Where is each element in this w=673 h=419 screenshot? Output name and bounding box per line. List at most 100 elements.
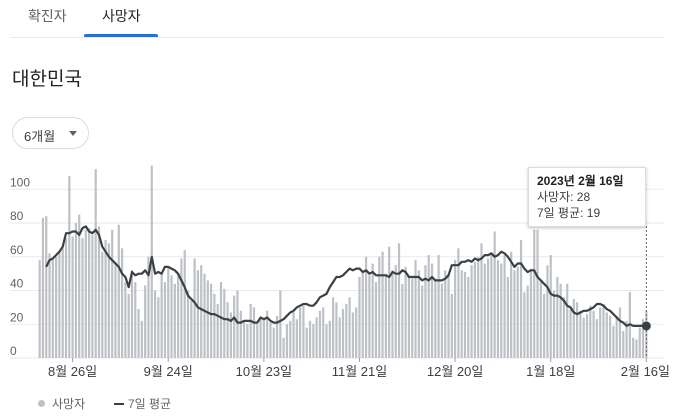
death-bar [167, 268, 170, 358]
legend-average-label: 7일 평균 [128, 397, 172, 411]
tab-divider [10, 37, 664, 38]
death-bar [407, 275, 411, 358]
death-bar [615, 315, 618, 358]
death-bar [371, 263, 374, 358]
death-bar [282, 337, 285, 358]
death-bar [543, 293, 546, 358]
death-bar [348, 297, 351, 358]
death-bar [595, 319, 598, 358]
death-bar [84, 229, 87, 358]
death-bar [322, 307, 325, 358]
tab-bar: 확진자 사망자 [0, 0, 673, 38]
death-bar [196, 270, 200, 358]
death-bar [233, 295, 236, 358]
death-bar [81, 238, 84, 358]
death-bar [193, 258, 196, 358]
death-bar [160, 273, 163, 358]
death-bar [203, 273, 206, 358]
death-bar [137, 309, 140, 358]
dropdown-caret-icon [69, 131, 77, 136]
death-bar [421, 285, 424, 358]
death-bar [457, 248, 460, 358]
death-bar [602, 304, 605, 358]
death-bar [496, 260, 500, 358]
seven-day-average-line [45, 225, 647, 327]
death-bar [328, 320, 331, 358]
legend-deaths-label: 사망자 [52, 397, 86, 411]
death-bar [332, 297, 335, 358]
death-bar [414, 260, 417, 358]
death-bar [361, 271, 364, 358]
death-bar [127, 293, 130, 358]
death-bar [539, 280, 542, 358]
death-bar [447, 273, 450, 358]
death-bar [401, 283, 404, 358]
legend-line-icon [114, 403, 124, 405]
death-bar [120, 248, 124, 358]
death-bar [58, 251, 61, 358]
death-bar [38, 260, 41, 358]
death-bar [134, 282, 137, 358]
death-bar [183, 250, 186, 358]
active-tab-indicator [84, 34, 158, 37]
death-bar [569, 309, 572, 358]
death-bar [61, 246, 64, 358]
death-bar [216, 304, 219, 358]
death-bar [470, 265, 473, 358]
x-tick-label: 10월 23일 [236, 364, 292, 379]
tab-cases[interactable]: 확진자 [28, 8, 67, 24]
death-bar [572, 298, 575, 358]
death-bar [305, 327, 308, 358]
death-bar [427, 255, 430, 358]
y-tick-label: 20 [10, 310, 24, 324]
death-bar [302, 305, 305, 358]
x-tick-label: 9월 24일 [144, 364, 193, 379]
death-bar [506, 277, 509, 358]
death-bar [599, 307, 602, 358]
death-bar [625, 320, 628, 358]
death-bar [180, 258, 183, 358]
tooltip-deaths: 사망자: 28 [537, 190, 591, 204]
death-bar [355, 307, 358, 358]
death-bar [368, 275, 371, 358]
death-bar [536, 229, 539, 358]
death-bar [500, 263, 503, 358]
tooltip-date: 2023년 2월 16일 [537, 174, 624, 188]
death-bar [513, 270, 516, 358]
death-bar [381, 251, 384, 358]
tab-deaths[interactable]: 사망자 [102, 8, 141, 24]
death-bar [473, 261, 476, 358]
death-bar [299, 307, 302, 358]
death-bar [549, 255, 552, 358]
death-bar [434, 278, 437, 358]
death-bar [285, 324, 289, 358]
death-bar [391, 270, 394, 358]
death-bar [516, 266, 519, 358]
death-bar [45, 216, 48, 358]
death-bar [213, 293, 216, 358]
death-bar [562, 297, 566, 358]
death-bar [477, 256, 480, 358]
death-bar [463, 271, 467, 358]
chart-tooltip: 2023년 2월 16일 사망자: 28 7일 평균: 19 [528, 167, 646, 227]
time-range-dropdown[interactable]: 6개월 [12, 117, 89, 149]
death-bar [74, 223, 78, 358]
death-bar [622, 331, 625, 358]
death-bar [493, 231, 496, 358]
death-bar [68, 175, 71, 358]
death-bar [533, 229, 536, 358]
death-bar [566, 283, 569, 358]
legend-dot-icon [38, 400, 45, 407]
death-bar [266, 310, 269, 358]
death-bar [345, 304, 348, 358]
death-bar [48, 253, 51, 358]
death-bar [374, 282, 378, 358]
death-bar [114, 261, 117, 358]
death-bar [226, 302, 229, 358]
death-bar [173, 283, 176, 358]
death-bar [242, 320, 246, 358]
death-bar [206, 280, 209, 358]
death-bar [480, 243, 483, 358]
death-bar [295, 319, 298, 358]
